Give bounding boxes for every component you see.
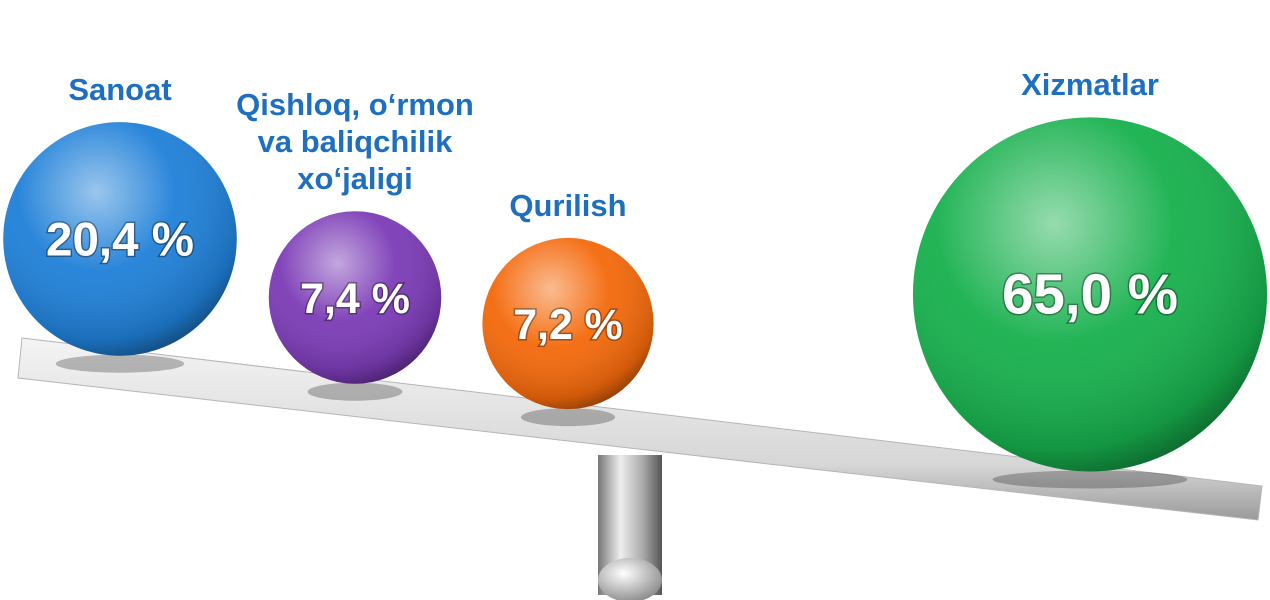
bubble-shadow xyxy=(992,470,1188,489)
category-label: Xizmatlar xyxy=(1021,67,1159,103)
category-label: Qurilish xyxy=(509,187,627,223)
bubble-shadow xyxy=(55,354,185,373)
category-label: Sanoat xyxy=(68,72,172,108)
seesaw-plank xyxy=(17,337,1263,521)
bubble-shadow xyxy=(307,382,403,401)
value-label: 7,2 % xyxy=(513,301,623,349)
value-label: 65,0 % xyxy=(1002,262,1178,325)
seesaw-knob xyxy=(598,558,662,600)
bubble-shine xyxy=(268,211,442,384)
category-label: Qishloq, o‘rmon va baliqchilik xo‘jaligi xyxy=(236,87,474,197)
bubble-shine xyxy=(3,122,237,356)
bubbles: 20,4 % 7,4 % 7,2 % 65,0 % xyxy=(3,117,1268,489)
bubble-shadow xyxy=(520,408,616,427)
value-label: 7,4 % xyxy=(300,275,410,323)
bubble-shine xyxy=(482,237,654,410)
value-label: 20,4 % xyxy=(46,213,194,266)
bubble-shine xyxy=(912,117,1268,472)
